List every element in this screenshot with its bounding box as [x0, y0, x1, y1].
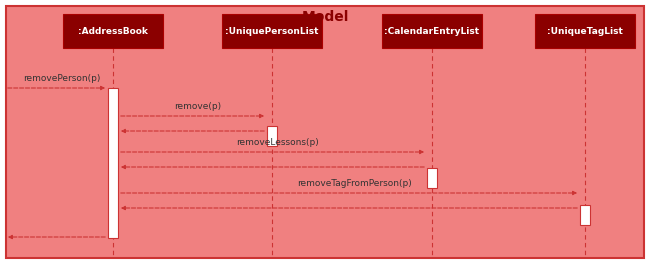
Text: :AddressBook: :AddressBook: [78, 26, 148, 35]
Bar: [382, 14, 482, 48]
Text: removeLessons(p): removeLessons(p): [236, 138, 319, 147]
Bar: [63, 14, 163, 48]
Text: :UniquePersonList: :UniquePersonList: [226, 26, 318, 35]
Bar: [427, 168, 437, 188]
Text: Model: Model: [302, 10, 348, 24]
Bar: [580, 205, 590, 225]
Text: :CalendarEntryList: :CalendarEntryList: [384, 26, 480, 35]
Text: :UniqueTagList: :UniqueTagList: [547, 26, 623, 35]
Bar: [222, 14, 322, 48]
Text: remove(p): remove(p): [174, 102, 221, 111]
Text: removePerson(p): removePerson(p): [23, 74, 100, 83]
Bar: [267, 126, 277, 146]
Bar: [535, 14, 635, 48]
Text: removeTagFromPerson(p): removeTagFromPerson(p): [296, 179, 411, 188]
Bar: [108, 88, 118, 238]
